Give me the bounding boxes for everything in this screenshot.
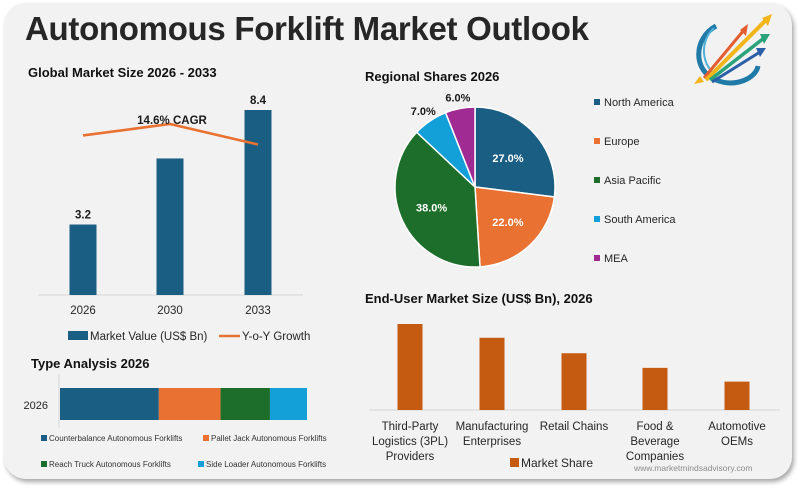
pie-label-asia-pacific: 38.0% — [416, 202, 447, 214]
legend-label-europe: Europe — [604, 136, 639, 148]
x-tick-label-2026: 2026 — [70, 305, 96, 317]
legend-swatch-south-america — [594, 216, 600, 222]
type-category-label: 2026 — [24, 400, 48, 412]
stacked-segment-side-loader-autonomous-forklifts — [269, 388, 307, 420]
x-tick-label-2030: 2030 — [157, 305, 183, 317]
pie-label-north-america: 27.0% — [492, 153, 523, 165]
pie-label-mea: 6.0% — [445, 92, 470, 104]
x-tick-label-end-user-3: Retail Chains — [540, 421, 609, 433]
regional-shares-chart: 27.0% 22.0% 38.0% 7.0% 6.0% North America Eur… — [394, 92, 676, 268]
page-title: Autonomous Forklift Market Outlook — [25, 10, 589, 47]
legend-label-asia-pacific: Asia Pacific — [604, 175, 661, 187]
legend-label-type-2: Pallet Jack Autonomous Forklifts — [211, 434, 327, 443]
pie-slice-europe — [474, 186, 556, 268]
legend-swatch-asia-pacific — [594, 177, 600, 183]
x-tick-label-2033: 2033 — [245, 305, 271, 317]
legend-swatch-north-america — [594, 99, 600, 105]
legend-swatch-market-share — [510, 458, 519, 467]
pie-slice-mea — [444, 106, 476, 188]
legend-swatch-type-4 — [198, 461, 204, 467]
bar-market-value-2030 — [156, 158, 184, 295]
legend-label-yoy-growth: Y-o-Y Growth — [242, 331, 310, 343]
pie-slice-north-america — [474, 106, 556, 198]
website-url: www.marketmindsadvisory.com — [634, 463, 753, 473]
legend-label-north-america: North America — [604, 97, 675, 109]
stacked-segment-pallet-jack-autonomous-forklifts — [158, 388, 221, 420]
x-tick-label-end-user-1: Third-Party Logistics (3PL) Providers — [372, 421, 448, 463]
legend-label-market-value: Market Value (US$ Bn) — [90, 331, 208, 343]
type-analysis-title: Type Analysis 2026 — [31, 356, 150, 371]
data-label-2026: 3.2 — [75, 210, 91, 222]
x-tick-label-end-user-5: Automotive OEMs — [708, 421, 766, 448]
type-analysis-chart: 2026 Counterbalance Autonomous Forklifts… — [24, 374, 327, 469]
pie-slice-asia-pacific — [394, 131, 481, 268]
legend-swatch-type-3 — [41, 461, 47, 467]
bar-end-user-2 — [479, 337, 505, 410]
global-market-title: Global Market Size 2026 - 2033 — [28, 65, 217, 80]
legend-swatch-market-value — [68, 331, 88, 340]
yoy-growth-line — [82, 122, 259, 146]
x-tick-label-end-user-2: Manufacturing Enterprises — [456, 421, 529, 448]
legend-label-south-america: South America — [604, 214, 676, 226]
legend-label-type-4: Side Loader Autonomous Forklifts — [206, 460, 326, 469]
stacked-segment-counterbalance-autonomous-forklifts — [60, 388, 159, 420]
cagr-annotation: 14.6% CAGR — [137, 115, 207, 127]
regional-shares-title: Regional Shares 2026 — [365, 69, 500, 84]
bar-end-user-1 — [397, 324, 423, 410]
end-user-chart: Third-Party Logistics (3PL) Providers Manuf… — [369, 324, 780, 470]
legend-label-mea: MEA — [604, 253, 629, 265]
data-label-2033: 8.4 — [250, 95, 267, 107]
legend-swatch-europe — [594, 138, 600, 144]
bar-end-user-4 — [642, 367, 668, 410]
pie-label-europe: 22.0% — [492, 217, 523, 229]
end-user-title: End-User Market Size (US$ Bn), 2026 — [365, 291, 593, 306]
bar-market-value-2026 — [69, 224, 97, 295]
global-market-chart: 3.2 8.4 2026 2030 2033 14.6% CAGR Market Va… — [38, 95, 310, 343]
x-tick-label-end-user-4: Food & Beverage Companies — [626, 421, 684, 463]
pie-label-south-america: 7.0% — [411, 106, 436, 118]
legend-label-market-share: Market Share — [521, 456, 593, 470]
growth-arrows-logo-icon — [694, 14, 772, 86]
stacked-segment-reach-truck-autonomous-forklifts — [220, 388, 270, 420]
legend-swatch-mea — [594, 255, 600, 261]
legend-label-type-1: Counterbalance Autonomous Forklifts — [49, 434, 182, 443]
legend-swatch-type-2 — [203, 435, 209, 441]
bar-end-user-3 — [561, 353, 587, 410]
legend-label-type-3: Reach Truck Autonomous Forklifts — [49, 460, 171, 469]
bar-market-value-2033 — [244, 110, 272, 295]
legend-swatch-type-1 — [41, 435, 47, 441]
bar-end-user-5 — [724, 381, 750, 410]
